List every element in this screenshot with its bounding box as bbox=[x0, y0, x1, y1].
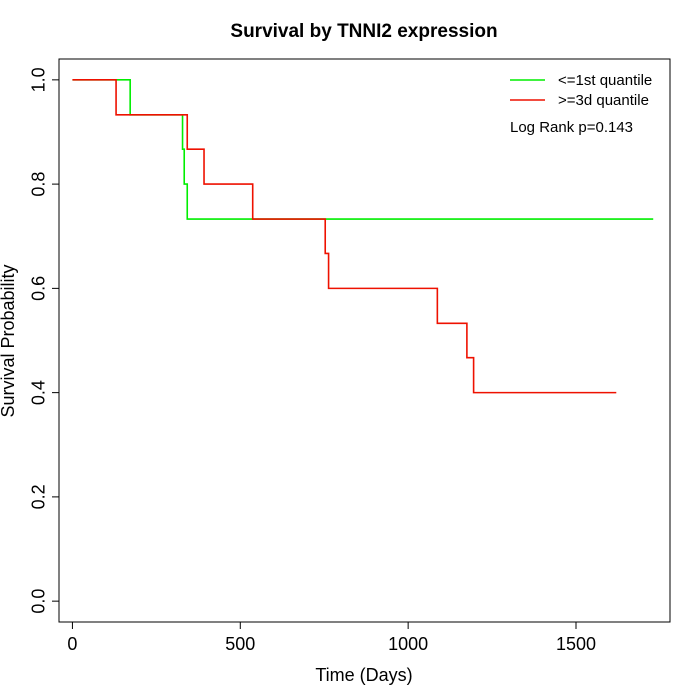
legend: <=1st quantile >=3d quantile bbox=[510, 72, 652, 109]
x-axis: 0 500 1000 1500 bbox=[67, 621, 596, 654]
series-line-1 bbox=[72, 79, 617, 394]
series-line-0 bbox=[72, 79, 654, 220]
legend-label: <=1st quantile bbox=[558, 72, 652, 89]
x-tick-label: 1000 bbox=[388, 634, 428, 654]
y-axis: 0.0 0.2 0.4 0.6 0.8 1.0 bbox=[29, 67, 60, 614]
y-tick-label: 0.8 bbox=[29, 172, 49, 197]
legend-label: >=3d quantile bbox=[558, 92, 649, 109]
log-rank-annotation: Log Rank p=0.143 bbox=[510, 119, 633, 136]
x-tick-label: 500 bbox=[225, 634, 255, 654]
y-tick-label: 0.6 bbox=[29, 276, 49, 301]
x-axis-label: Time (Days) bbox=[315, 665, 412, 685]
y-tick-label: 0.2 bbox=[29, 484, 49, 509]
x-tick-label: 0 bbox=[67, 634, 77, 654]
y-tick-label: 1.0 bbox=[29, 67, 49, 92]
series-layer bbox=[72, 79, 654, 394]
y-tick-label: 0.0 bbox=[29, 589, 49, 614]
chart-title: Survival by TNNI2 expression bbox=[230, 21, 497, 42]
y-axis-label: Survival Probability bbox=[0, 264, 18, 417]
x-tick-label: 1500 bbox=[556, 634, 596, 654]
plot-frame bbox=[58, 58, 671, 623]
y-tick-label: 0.4 bbox=[29, 380, 49, 405]
